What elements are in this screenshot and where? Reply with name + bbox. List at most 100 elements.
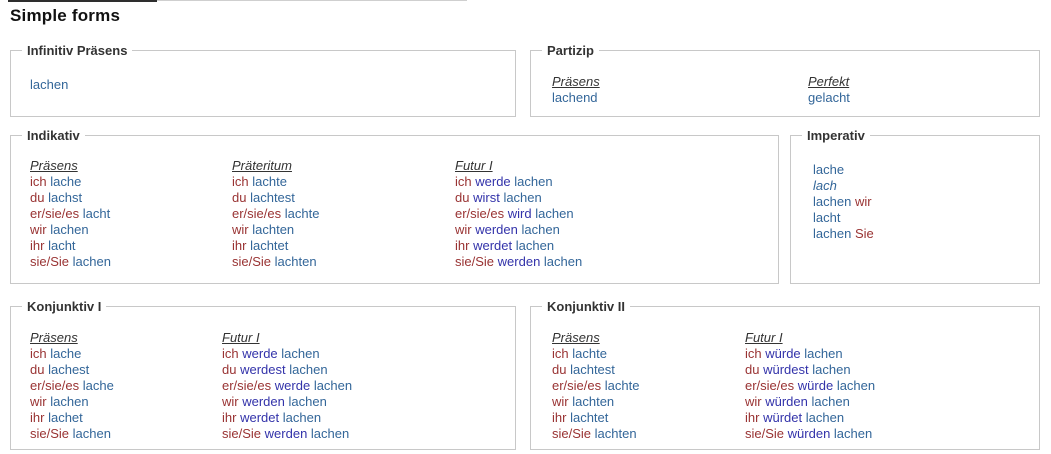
auxiliary-verb: würden — [765, 394, 808, 409]
conjugation-row: er/sie/es würde lachen — [745, 378, 875, 394]
conjugation-row: ich werde lachen — [222, 346, 352, 362]
conjugation-row: lache — [813, 162, 874, 178]
verb-form: lachen — [514, 174, 553, 189]
tense-header: Präsens — [30, 330, 78, 345]
pronoun: wir — [455, 222, 472, 237]
conjugation-row: ihr lachtet — [232, 238, 319, 254]
conjugation-row: sie/Sie lachten — [552, 426, 639, 442]
conjugation-column: lachen — [30, 77, 68, 93]
conjugation-row: er/sie/es lachte — [552, 378, 639, 394]
conjugation-row: sie/Sie lachen — [30, 254, 111, 270]
tense-header: Präsens — [30, 158, 78, 173]
pronoun: sie/Sie — [745, 426, 785, 441]
pronoun: ich — [30, 346, 47, 361]
auxiliary-verb: werde — [274, 378, 311, 393]
conjugation-row: sie/Sie werden lachen — [455, 254, 582, 270]
verb-form: lachen — [521, 222, 560, 237]
fieldset-indikativ: Indikativ Präsens ich lache du lachst er/si… — [10, 128, 779, 284]
auxiliary-verb: würdet — [763, 410, 803, 425]
pronoun: sie/Sie — [30, 254, 70, 269]
auxiliary-verb: wird — [507, 206, 532, 221]
verb-form: lachtet — [570, 410, 609, 425]
auxiliary-verb: werden — [475, 222, 518, 237]
auxiliary-verb: werden — [242, 394, 285, 409]
pronoun: wir — [30, 222, 47, 237]
fieldset-infinitiv-praesens: Infinitiv Präsens lachen — [10, 43, 516, 117]
fieldset-legend: Konjunktiv I — [22, 299, 107, 314]
conjugation-column: Präsens ich lache du lachest er/sie/es lach… — [30, 330, 114, 442]
fieldset-partizip: Partizip Präsens lachend Perfekt gelacht — [530, 43, 1040, 117]
conjugation-row: er/sie/es lachte — [232, 206, 319, 222]
verb-form: gelacht — [808, 90, 850, 105]
pronoun: wir — [232, 222, 249, 237]
tense-header: Futur I — [222, 330, 260, 345]
verb-form: lachen — [836, 378, 876, 393]
conjugation-row: sie/Sie werden lachen — [222, 426, 352, 442]
conjugation-row: sie/Sie lachten — [232, 254, 319, 270]
verb-form: lache — [50, 346, 82, 361]
pronoun: sie/Sie — [552, 426, 592, 441]
conjugation-row: ich lache — [30, 346, 114, 362]
pronoun: er/sie/es — [552, 378, 602, 393]
conjugation-row: sie/Sie würden lachen — [745, 426, 875, 442]
verb-form: lachen — [804, 346, 843, 361]
verb-form: lache — [50, 174, 82, 189]
auxiliary-verb: wirst — [473, 190, 500, 205]
fieldset-legend: Konjunktiv II — [542, 299, 630, 314]
pronoun: du — [745, 362, 760, 377]
pronoun: sie/Sie — [30, 426, 70, 441]
pronoun: Sie — [854, 226, 874, 241]
verb-form: lachtest — [250, 190, 295, 205]
conjugation-row: du lachest — [30, 362, 114, 378]
conjugation-row: ihr lachet — [30, 410, 114, 426]
pronoun: ich — [232, 174, 249, 189]
verb-form: lachest — [48, 362, 90, 377]
conjugation-row: du werdest lachen — [222, 362, 352, 378]
tense-header: Futur I — [745, 330, 783, 345]
verb-form: lacht — [82, 206, 111, 221]
conjugation-row: ich werde lachen — [455, 174, 582, 190]
conjugation-column: lache lach lachen wir lacht lachen Sie — [813, 162, 874, 242]
verb-form: lache — [813, 162, 845, 177]
tense-header: Präsens — [552, 330, 600, 345]
fieldset-konjunktiv-ii: Konjunktiv II Präsens ich lachte du lachte… — [530, 299, 1040, 450]
verb-form: lachet — [48, 410, 83, 425]
verb-form: lacht — [48, 238, 76, 253]
fieldset-konjunktiv-i: Konjunktiv I Präsens ich lache du lachest e… — [10, 299, 516, 450]
conjugation-row: ihr werdet lachen — [222, 410, 352, 426]
conjugation-column: Präteritum ich lachte du lachtest er/sie/es… — [232, 158, 319, 270]
conjugation-row: lachen — [30, 77, 68, 93]
pronoun: er/sie/es — [745, 378, 795, 393]
conjugation-row: sie/Sie lachen — [30, 426, 114, 442]
auxiliary-verb: würdest — [763, 362, 809, 377]
page-title: Simple forms — [10, 6, 121, 25]
conjugation-row: du lachst — [30, 190, 111, 206]
pronoun: wir — [854, 194, 872, 209]
pronoun: ihr — [30, 410, 45, 425]
pronoun: ihr — [30, 238, 45, 253]
verb-form: lachen — [535, 206, 574, 221]
conjugation-row: ich lachte — [232, 174, 319, 190]
verb-form: lachen — [313, 378, 353, 393]
auxiliary-verb: werde — [242, 346, 278, 361]
tense-header: Perfekt — [808, 74, 850, 89]
verb-form: lachen — [72, 426, 111, 441]
verb-form: lachte — [604, 378, 640, 393]
pronoun: ich — [745, 346, 762, 361]
fieldset-legend: Imperativ — [802, 128, 870, 143]
pronoun: du — [30, 190, 45, 205]
auxiliary-verb: werdet — [240, 410, 280, 425]
auxiliary-verb: werdest — [240, 362, 286, 377]
conjugation-row: lachen Sie — [813, 226, 874, 242]
pronoun: wir — [552, 394, 569, 409]
conjugation-row: ihr lachtet — [552, 410, 639, 426]
pronoun: ich — [455, 174, 472, 189]
auxiliary-verb: werden — [497, 254, 541, 269]
pronoun: wir — [222, 394, 239, 409]
pronoun: er/sie/es — [232, 206, 282, 221]
pronoun: ich — [222, 346, 239, 361]
verb-form: lachen — [805, 410, 845, 425]
